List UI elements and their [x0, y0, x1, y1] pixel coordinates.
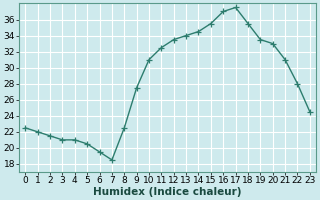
- X-axis label: Humidex (Indice chaleur): Humidex (Indice chaleur): [93, 187, 242, 197]
